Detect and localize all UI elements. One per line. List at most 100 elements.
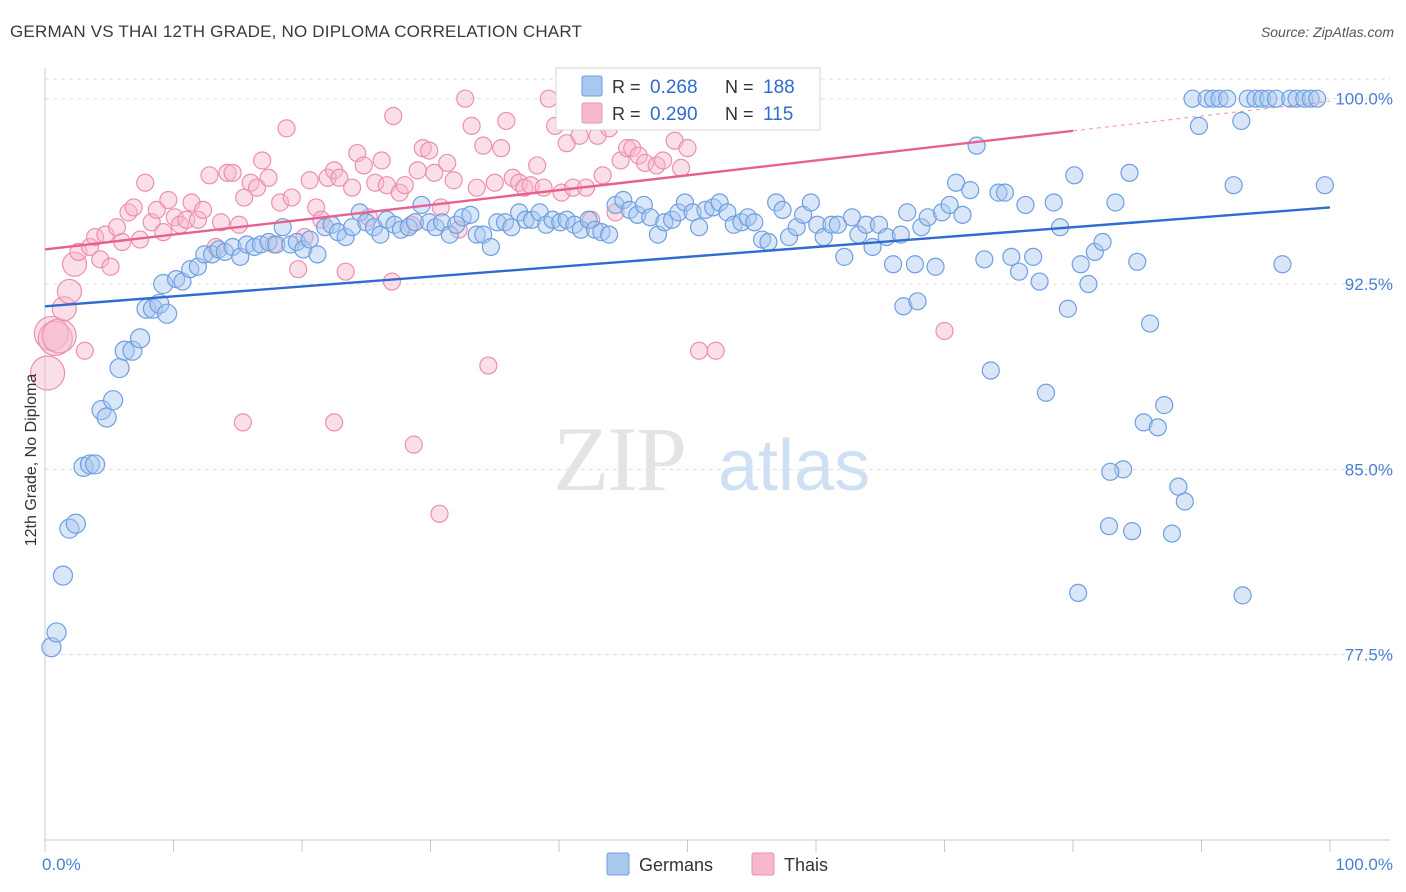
legend-r-thais: 0.290	[650, 104, 698, 125]
german-point	[961, 181, 980, 200]
y-axis-label: 12th Grade, No Diploma	[23, 374, 40, 547]
german-point	[894, 297, 913, 316]
thai-point	[372, 151, 391, 170]
german-point	[481, 237, 500, 257]
thai-point	[653, 151, 673, 170]
thai-point	[147, 200, 166, 220]
german-point	[1315, 176, 1334, 195]
thai-point	[136, 173, 155, 192]
thai-point	[689, 341, 709, 360]
thai-point	[623, 139, 642, 158]
legend-r-label-thais: R =	[612, 104, 641, 124]
german-point	[85, 454, 106, 475]
thai-point	[41, 318, 77, 354]
german-point	[1295, 89, 1314, 108]
german-point	[989, 183, 1008, 202]
thai-point	[69, 242, 88, 262]
german-point	[461, 205, 480, 224]
thai-trend-line	[44, 129, 1074, 251]
thai-point	[366, 173, 385, 192]
german-point	[1224, 176, 1243, 195]
german-point	[516, 210, 535, 229]
thai-point	[510, 173, 529, 192]
thai-point	[706, 341, 725, 360]
german-point	[52, 565, 74, 586]
german-point	[1238, 89, 1257, 108]
german-point	[981, 361, 1000, 380]
german-point	[1093, 232, 1112, 252]
thai-point	[635, 153, 655, 173]
thai-point	[218, 163, 237, 182]
thai-point	[336, 262, 355, 281]
german-point	[1287, 89, 1306, 108]
german-point	[502, 218, 521, 237]
source-note: Source: ZipAtlas.com	[1260, 24, 1394, 40]
thai-point	[671, 158, 691, 177]
thai-point	[678, 139, 697, 158]
german-point	[842, 208, 862, 227]
german-point	[675, 193, 695, 212]
legend-swatch-thais	[581, 102, 603, 124]
german-point	[1065, 166, 1084, 185]
thai-point	[91, 250, 110, 269]
german-point	[1085, 242, 1104, 262]
german-point	[908, 292, 927, 311]
german-point	[932, 203, 952, 222]
german-point	[1002, 247, 1021, 266]
thai-point	[462, 116, 481, 135]
watermark-atlas: atlas	[718, 426, 870, 506]
thai-point	[289, 260, 308, 279]
german-point	[1120, 163, 1139, 182]
german-point	[103, 390, 124, 411]
thai-point	[539, 89, 558, 108]
german-point	[1058, 299, 1077, 318]
watermark-zip: ZIP	[553, 408, 685, 510]
german-point	[467, 225, 486, 244]
german-point	[1069, 583, 1088, 603]
thai-point	[467, 178, 486, 197]
axes	[44, 68, 1390, 852]
tick-labels: 77.5% 85.0% 92.5% 100.0% 0.0% 100.0%	[42, 90, 1393, 874]
x-tick-label: 0.0%	[42, 855, 81, 874]
german-point	[488, 213, 507, 232]
german-point	[1099, 517, 1119, 536]
german-point	[1308, 89, 1327, 108]
german-point	[223, 237, 242, 257]
german-point	[156, 303, 178, 324]
german-point	[641, 208, 660, 227]
thai-point	[935, 321, 954, 341]
german-point	[343, 218, 362, 237]
y-tick-label: 100.0%	[1335, 90, 1393, 109]
german-point	[579, 210, 598, 229]
bottom-legend-swatch-thais	[751, 852, 775, 876]
german-point	[835, 247, 854, 266]
german-point	[940, 195, 959, 215]
thai-point	[253, 151, 272, 170]
german-point	[129, 328, 151, 349]
german-trend-line	[44, 206, 1331, 308]
thai-point	[629, 146, 648, 165]
thai-point	[159, 190, 178, 210]
german-point	[953, 205, 972, 224]
german-point	[405, 213, 425, 232]
thai-point	[408, 161, 427, 180]
thai-point	[420, 141, 439, 160]
german-point	[689, 218, 709, 237]
thai-point	[404, 435, 423, 454]
thai-point	[384, 106, 403, 126]
german-point	[1123, 522, 1142, 541]
trend-lines	[44, 100, 1331, 308]
german-point	[79, 454, 101, 475]
thai-point	[200, 166, 219, 185]
german-point	[1079, 274, 1098, 294]
thai-point	[119, 203, 138, 222]
legend-n-label-germans: N =	[725, 77, 754, 97]
bottom-legend-germans: Germans	[639, 855, 713, 875]
legend-r-germans: 0.268	[650, 77, 698, 98]
german-point	[710, 193, 729, 212]
german-point	[767, 193, 786, 212]
german-point	[1281, 89, 1300, 108]
thai-point	[259, 168, 278, 187]
german-point	[440, 225, 459, 244]
